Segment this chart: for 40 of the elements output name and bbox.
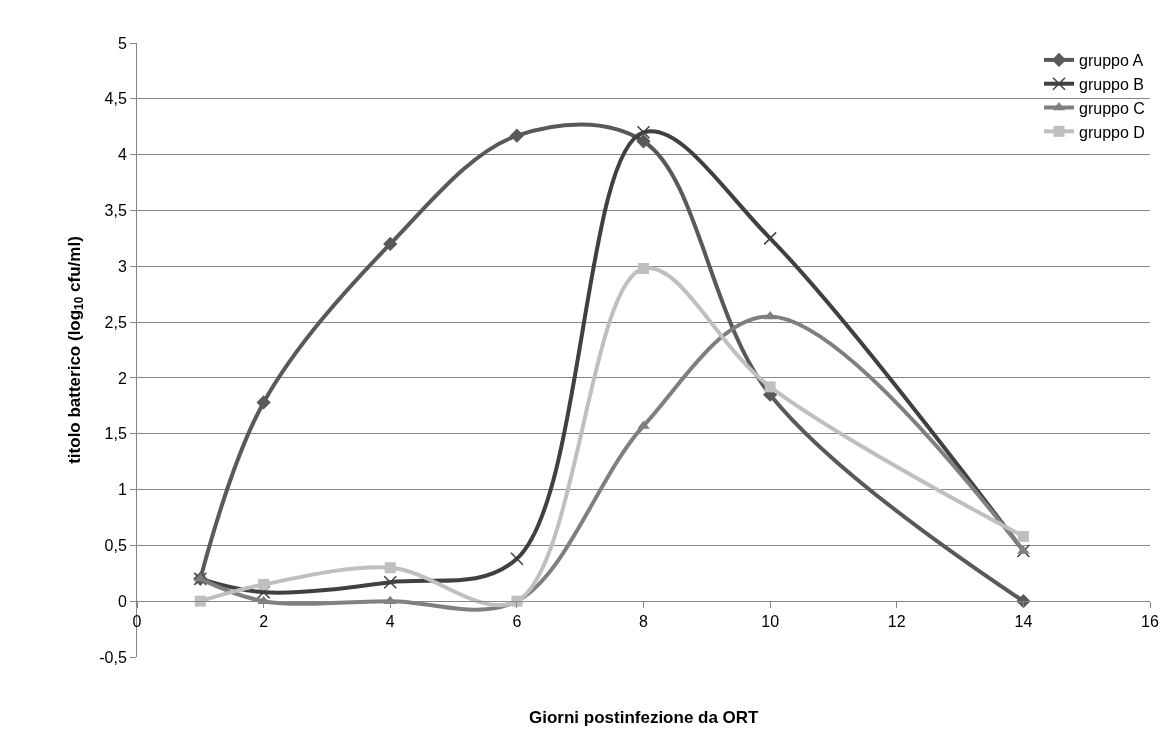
x-tick-label: 12 [887, 613, 906, 631]
x-tick-label: 6 [512, 613, 522, 631]
y-tick-label: -0,5 [99, 648, 127, 666]
point [638, 263, 649, 275]
x-tick-label: 14 [1014, 613, 1033, 631]
x-tick-label: 4 [385, 613, 395, 631]
point [763, 231, 777, 246]
y-tick-label: 4 [117, 146, 127, 164]
y-tick-label: 4,5 [104, 90, 127, 108]
legend-label: gruppo C [1079, 99, 1145, 117]
point [383, 575, 397, 589]
x-tick-label: 10 [761, 613, 780, 631]
y-tick-label: 0,5 [104, 536, 127, 554]
legend-label: gruppo A [1079, 52, 1144, 70]
y-tick-label: 0 [117, 592, 127, 610]
legend-label: gruppo B [1079, 75, 1144, 93]
point [636, 125, 651, 140]
point [509, 128, 525, 143]
y-tick-label: 5 [117, 34, 127, 52]
x-tick-label: 2 [259, 613, 269, 631]
y-tick-label: 1,5 [104, 425, 127, 443]
point [636, 134, 651, 149]
y-tick-label: 3,5 [104, 202, 127, 220]
point [383, 236, 398, 252]
point [384, 562, 396, 574]
point [194, 595, 206, 607]
y-tick-label: 2 [117, 369, 127, 387]
y-tick-label: 3 [117, 257, 127, 275]
x-tick-label: 0 [132, 613, 142, 631]
y-tick-label: 1 [117, 481, 127, 499]
y-tick-label: 2,5 [104, 313, 127, 331]
point [1017, 530, 1029, 542]
x-tick-label: 8 [639, 613, 649, 631]
x-axis-title: Giorni postinfezione da ORT [529, 708, 760, 727]
point [256, 585, 271, 599]
x-tick-label: 16 [1141, 613, 1159, 631]
point [764, 381, 776, 393]
legend-label: gruppo D [1079, 123, 1145, 141]
point [256, 395, 271, 410]
point [258, 578, 270, 590]
